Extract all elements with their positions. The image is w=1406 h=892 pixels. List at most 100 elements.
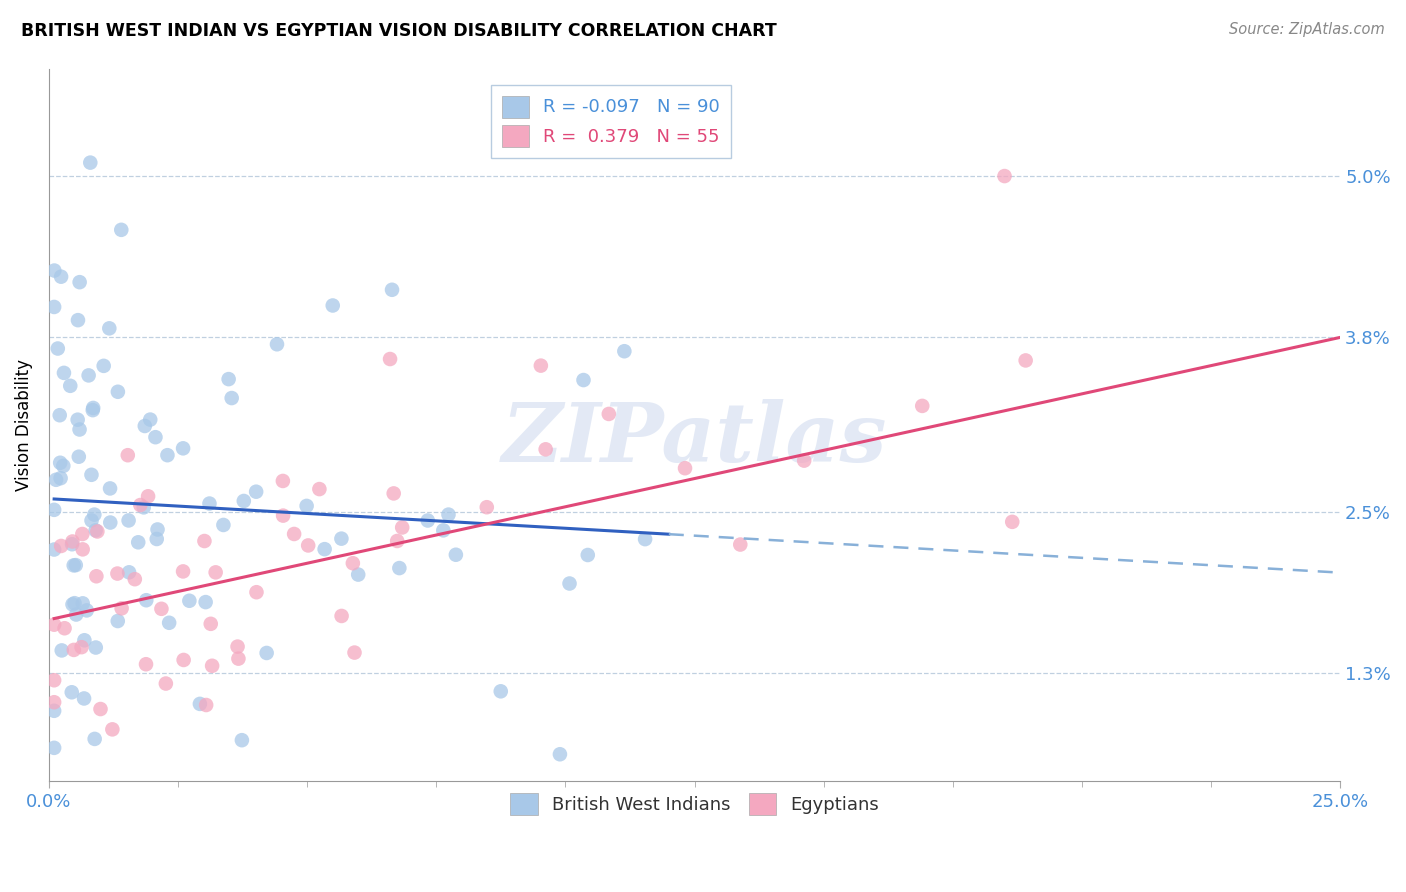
Point bbox=[308, 482, 330, 496]
Point bbox=[231, 733, 253, 747]
Point bbox=[1014, 353, 1036, 368]
Point bbox=[218, 372, 240, 386]
Point bbox=[62, 558, 84, 573]
Point bbox=[98, 516, 121, 530]
Point bbox=[98, 482, 121, 496]
Point bbox=[548, 747, 571, 762]
Point bbox=[82, 403, 104, 417]
Point bbox=[49, 539, 72, 553]
Text: Source: ZipAtlas.com: Source: ZipAtlas.com bbox=[1229, 22, 1385, 37]
Point bbox=[89, 702, 111, 716]
Point bbox=[86, 569, 108, 583]
Point bbox=[391, 520, 413, 534]
Point bbox=[157, 615, 180, 630]
Point bbox=[72, 542, 94, 557]
Point bbox=[62, 598, 84, 612]
Point bbox=[80, 467, 103, 482]
Point bbox=[69, 275, 91, 289]
Point bbox=[172, 442, 194, 456]
Point bbox=[330, 532, 353, 546]
Point bbox=[117, 513, 139, 527]
Point bbox=[83, 508, 105, 522]
Point bbox=[245, 585, 267, 599]
Point bbox=[132, 500, 155, 515]
Point bbox=[51, 643, 73, 657]
Point bbox=[385, 533, 408, 548]
Point bbox=[84, 640, 107, 655]
Point bbox=[44, 300, 66, 314]
Point bbox=[576, 548, 599, 562]
Point bbox=[65, 558, 87, 573]
Point bbox=[84, 524, 107, 538]
Point bbox=[155, 676, 177, 690]
Point bbox=[107, 566, 129, 581]
Point bbox=[73, 691, 96, 706]
Point bbox=[322, 298, 344, 312]
Point bbox=[297, 538, 319, 552]
Point bbox=[200, 616, 222, 631]
Point bbox=[44, 695, 66, 709]
Point bbox=[613, 344, 636, 359]
Point bbox=[49, 456, 72, 470]
Point bbox=[124, 572, 146, 586]
Point bbox=[76, 603, 98, 617]
Point bbox=[444, 548, 467, 562]
Point bbox=[77, 368, 100, 383]
Point bbox=[314, 542, 336, 557]
Point bbox=[72, 527, 94, 541]
Point bbox=[245, 484, 267, 499]
Point bbox=[117, 448, 139, 462]
Point bbox=[52, 366, 75, 380]
Point bbox=[489, 684, 512, 698]
Point bbox=[295, 499, 318, 513]
Point bbox=[1001, 515, 1024, 529]
Point bbox=[212, 518, 235, 533]
Point bbox=[179, 593, 201, 607]
Point bbox=[44, 503, 66, 517]
Point bbox=[46, 342, 69, 356]
Text: ZIPatlas: ZIPatlas bbox=[502, 399, 887, 479]
Point bbox=[343, 646, 366, 660]
Point bbox=[198, 497, 221, 511]
Point bbox=[558, 576, 581, 591]
Point bbox=[266, 337, 288, 351]
Text: BRITISH WEST INDIAN VS EGYPTIAN VISION DISABILITY CORRELATION CHART: BRITISH WEST INDIAN VS EGYPTIAN VISION D… bbox=[21, 22, 778, 40]
Point bbox=[271, 474, 294, 488]
Point bbox=[911, 399, 934, 413]
Point bbox=[793, 453, 815, 467]
Point bbox=[432, 524, 454, 538]
Point bbox=[72, 596, 94, 610]
Point bbox=[382, 486, 405, 500]
Point bbox=[330, 609, 353, 624]
Point bbox=[80, 514, 103, 528]
Point bbox=[111, 601, 134, 615]
Point bbox=[194, 595, 217, 609]
Point bbox=[730, 537, 752, 551]
Point bbox=[145, 430, 167, 444]
Point bbox=[45, 473, 67, 487]
Point bbox=[256, 646, 278, 660]
Point bbox=[204, 566, 226, 580]
Point bbox=[134, 419, 156, 434]
Point bbox=[52, 458, 75, 473]
Point bbox=[283, 527, 305, 541]
Point bbox=[63, 643, 86, 657]
Point bbox=[993, 169, 1015, 183]
Point bbox=[101, 723, 124, 737]
Point bbox=[139, 412, 162, 426]
Y-axis label: Vision Disability: Vision Disability bbox=[15, 359, 32, 491]
Point bbox=[44, 673, 66, 688]
Point bbox=[416, 514, 439, 528]
Point bbox=[107, 614, 129, 628]
Point bbox=[347, 567, 370, 582]
Point bbox=[66, 313, 89, 327]
Point bbox=[572, 373, 595, 387]
Point bbox=[86, 524, 108, 539]
Point bbox=[598, 407, 620, 421]
Point bbox=[228, 651, 250, 665]
Point bbox=[82, 401, 104, 415]
Point bbox=[530, 359, 553, 373]
Point bbox=[342, 556, 364, 570]
Point bbox=[127, 535, 149, 549]
Point bbox=[172, 565, 194, 579]
